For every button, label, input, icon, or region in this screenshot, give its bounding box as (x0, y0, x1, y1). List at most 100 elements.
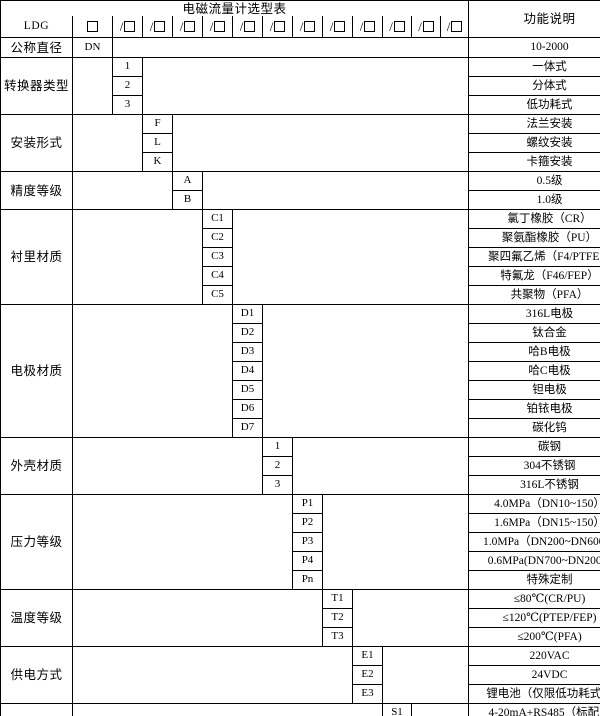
code-box-9[interactable]: / (322, 15, 353, 38)
row-9-2: T2 ≤120℃(PTEP/FEP) (1, 608, 600, 628)
right-filler-9 (351, 589, 470, 647)
group-label-6: 电极材质 (0, 304, 73, 438)
row-8-4: P4 0.6MPa(DN700~DN2000) (1, 551, 600, 571)
code-cell-6-6[interactable]: D6 (232, 399, 263, 419)
desc-cell-3-2: 螺纹安装 (468, 133, 600, 153)
separator-slash-icon: / (209, 18, 214, 34)
right-filler-5 (231, 209, 470, 305)
code-cell-9-1[interactable]: T1 (322, 589, 353, 609)
code-checkbox-icon[interactable] (451, 20, 463, 32)
code-cell-5-1[interactable]: C1 (202, 209, 233, 229)
code-box-4[interactable]: / (172, 15, 203, 38)
left-filler-4 (72, 171, 173, 210)
code-checkbox-icon[interactable] (304, 20, 316, 32)
desc-cell-8-4: 0.6MPa(DN700~DN2000) (468, 551, 600, 571)
code-cell-8-2[interactable]: P2 (292, 513, 323, 533)
code-cell-5-2[interactable]: C2 (202, 228, 233, 248)
code-box-7[interactable]: / (262, 15, 293, 38)
code-box-11[interactable]: / (382, 15, 412, 38)
desc-cell-4-2: 1.0级 (468, 190, 600, 210)
desc-cell-5-4: 特氟龙（F46/FEP） (468, 266, 600, 286)
code-cell-6-1[interactable]: D1 (232, 304, 263, 324)
code-box-6[interactable]: / (232, 15, 263, 38)
row-4-1: 精度等级 A 0.5级 (0, 171, 600, 210)
code-box-3[interactable]: / (142, 15, 173, 38)
separator-slash-icon: / (149, 18, 154, 34)
row-3-2: L 螺纹安装 (1, 133, 600, 153)
code-checkbox-icon[interactable] (364, 20, 376, 32)
code-cell-5-4[interactable]: C4 (202, 266, 233, 286)
code-cell-11-1[interactable]: S1 (382, 703, 412, 716)
desc-cell-10-2: 24VDC (468, 665, 600, 685)
code-box-5[interactable]: / (202, 15, 233, 38)
code-cell-2-1[interactable]: 1 (112, 57, 143, 77)
row-8-1: 压力等级 P1 4.0MPa（DN10~150） (0, 494, 600, 590)
code-cell-6-3[interactable]: D3 (232, 342, 263, 362)
code-checkbox-icon[interactable] (244, 20, 256, 32)
code-cell-8-5[interactable]: Pn (292, 570, 323, 590)
code-box-13[interactable]: / (439, 15, 470, 38)
row-10-1: 供电方式 E1 220VAC (0, 646, 600, 704)
code-cell-6-7[interactable]: D7 (232, 418, 263, 438)
code-checkbox-icon[interactable] (422, 20, 434, 32)
right-filler-2 (141, 57, 470, 115)
code-cell-10-1[interactable]: E1 (352, 646, 383, 666)
desc-cell-5-3: 聚四氟乙烯（F4/PTFE） (468, 247, 600, 267)
code-cell-10-3[interactable]: E3 (352, 684, 383, 704)
code-cell-3-1[interactable]: F (142, 114, 173, 134)
code-cell-1-1[interactable]: DN (72, 37, 113, 58)
code-checkbox-icon[interactable] (87, 20, 98, 32)
row-2-1: 转换器类型 1 一体式 (0, 57, 600, 115)
code-cell-2-3[interactable]: 3 (112, 95, 143, 115)
code-checkbox-icon[interactable] (334, 20, 346, 32)
code-box-2[interactable]: / (112, 15, 143, 38)
code-cell-3-2[interactable]: L (142, 133, 173, 153)
code-cell-5-3[interactable]: C3 (202, 247, 233, 267)
code-cell-9-2[interactable]: T2 (322, 608, 353, 628)
code-box-10[interactable]: / (352, 15, 383, 38)
code-box-1[interactable] (72, 15, 113, 38)
row-6-5: D5 钽电极 (1, 380, 600, 400)
right-filler-6 (261, 304, 470, 438)
code-cell-8-4[interactable]: P4 (292, 551, 323, 571)
separator-slash-icon: / (269, 18, 274, 34)
code-cell-8-3[interactable]: P3 (292, 532, 323, 552)
desc-cell-4-1: 0.5级 (468, 171, 600, 191)
row-8-2: P2 1.6MPa（DN15~150） (1, 513, 600, 533)
code-checkbox-icon[interactable] (124, 20, 136, 32)
code-cell-6-5[interactable]: D5 (232, 380, 263, 400)
code-cell-5-5[interactable]: C5 (202, 285, 233, 305)
code-cell-2-2[interactable]: 2 (112, 76, 143, 96)
code-cell-7-3[interactable]: 3 (262, 475, 293, 495)
code-cell-3-3[interactable]: K (142, 152, 173, 172)
desc-cell-10-1: 220VAC (468, 646, 600, 666)
code-cell-9-3[interactable]: T3 (322, 627, 353, 647)
code-checkbox-icon[interactable] (154, 20, 166, 32)
code-cell-6-2[interactable]: D2 (232, 323, 263, 343)
code-checkbox-icon[interactable] (214, 20, 226, 32)
code-cell-4-1[interactable]: A (172, 171, 203, 191)
desc-cell-6-6: 铂铱电极 (468, 399, 600, 419)
row-8-5: Pn 特殊定制 (1, 570, 600, 590)
desc-cell-5-2: 聚氨酯橡胶（PU） (468, 228, 600, 248)
separator-slash-icon: / (299, 18, 304, 34)
code-cell-7-1[interactable]: 1 (262, 437, 293, 457)
separator-slash-icon: / (179, 18, 184, 34)
desc-cell-6-1: 316L电极 (468, 304, 600, 324)
code-cell-6-4[interactable]: D4 (232, 361, 263, 381)
separator-slash-icon: / (359, 18, 364, 34)
code-cell-4-2[interactable]: B (172, 190, 203, 210)
code-cell-7-2[interactable]: 2 (262, 456, 293, 476)
code-checkbox-icon[interactable] (393, 20, 405, 32)
code-box-8[interactable]: / (292, 15, 323, 38)
code-checkbox-icon[interactable] (184, 20, 196, 32)
left-filler-8 (72, 494, 293, 590)
code-cell-8-1[interactable]: P1 (292, 494, 323, 514)
right-filler-11 (410, 703, 470, 716)
code-checkbox-icon[interactable] (274, 20, 286, 32)
code-cell-10-2[interactable]: E2 (352, 665, 383, 685)
desc-cell-5-1: 氯丁橡胶（CR） (468, 209, 600, 229)
code-box-12[interactable]: / (411, 15, 441, 38)
group-label-8: 压力等级 (0, 494, 73, 590)
desc-cell-11-1: 4-20mA+RS485（标配） (468, 703, 600, 716)
